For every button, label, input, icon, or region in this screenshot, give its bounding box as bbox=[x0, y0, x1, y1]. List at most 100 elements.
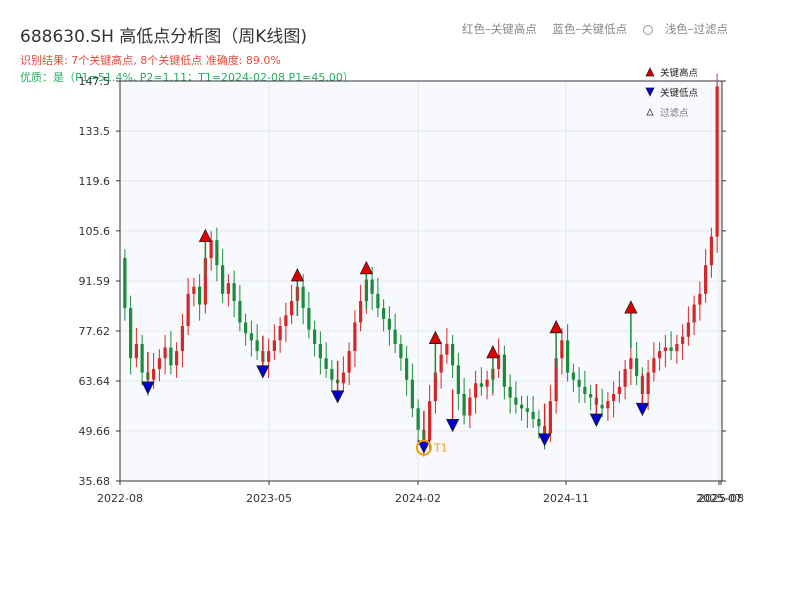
candle-body bbox=[479, 383, 483, 387]
candle bbox=[376, 277, 380, 318]
candle-body bbox=[140, 343, 144, 373]
candle-body bbox=[439, 354, 443, 373]
candle-body bbox=[134, 343, 138, 359]
candle bbox=[123, 249, 127, 321]
candle-body bbox=[520, 404, 524, 409]
candle-body bbox=[646, 372, 650, 395]
candle bbox=[675, 334, 679, 364]
candle-body bbox=[209, 240, 213, 259]
x-tick-label: 2025-08 bbox=[698, 492, 744, 505]
candle-body bbox=[577, 379, 581, 387]
y-tick-label: 91.59 bbox=[79, 275, 111, 288]
candle-body bbox=[571, 372, 575, 380]
candle-body bbox=[152, 368, 156, 380]
candle-body bbox=[560, 340, 564, 359]
candle bbox=[221, 249, 225, 303]
candle bbox=[238, 284, 242, 332]
candle bbox=[698, 281, 702, 321]
candle bbox=[318, 331, 322, 375]
candle bbox=[681, 324, 685, 361]
candle bbox=[623, 360, 627, 400]
candle bbox=[249, 320, 253, 357]
candle bbox=[169, 331, 173, 375]
candle-body bbox=[692, 304, 696, 323]
candle-body bbox=[232, 283, 236, 301]
candle-body bbox=[474, 383, 478, 398]
candle-body bbox=[244, 322, 248, 334]
candle-body bbox=[192, 286, 196, 294]
candle-body bbox=[169, 347, 173, 366]
candle bbox=[359, 284, 363, 332]
candle bbox=[428, 385, 432, 450]
top-legend: 红色–关键高点 蓝色–关键低点 浅色–过滤点 bbox=[462, 21, 752, 37]
candle-body bbox=[704, 265, 708, 294]
candle-body bbox=[129, 308, 133, 359]
key-high-marker bbox=[624, 300, 638, 314]
candle-body bbox=[301, 286, 305, 309]
candle-body bbox=[428, 401, 432, 441]
candle-body bbox=[123, 258, 127, 309]
candle bbox=[571, 363, 575, 393]
candle bbox=[244, 313, 248, 346]
candle-body bbox=[405, 358, 409, 380]
key-low-marker bbox=[537, 433, 552, 447]
key-high-marker bbox=[198, 228, 213, 243]
t1-circle bbox=[415, 439, 432, 456]
candle-body bbox=[635, 358, 639, 377]
candle bbox=[658, 342, 662, 371]
candle-body bbox=[531, 411, 535, 420]
candle-body bbox=[623, 368, 627, 387]
candle bbox=[347, 342, 351, 386]
candle-body bbox=[180, 326, 184, 352]
candle-body bbox=[387, 318, 391, 330]
candle-body bbox=[686, 322, 690, 337]
candle bbox=[324, 342, 328, 378]
candle-body bbox=[658, 351, 662, 359]
top-legend-high: 红色–关键高点 bbox=[462, 22, 537, 36]
candle bbox=[652, 342, 656, 382]
candle-body bbox=[537, 419, 541, 427]
candle-body bbox=[445, 343, 449, 355]
candle bbox=[399, 334, 403, 371]
candle-body bbox=[698, 293, 702, 305]
key-high-marker bbox=[486, 344, 500, 359]
top-legend-filtered: 浅色–过滤点 bbox=[664, 22, 729, 36]
t1-label: T1 bbox=[433, 442, 448, 455]
candle-body bbox=[709, 236, 713, 266]
candle-body bbox=[157, 358, 161, 369]
key-high-marker bbox=[290, 268, 305, 282]
candle bbox=[382, 299, 386, 332]
candle bbox=[175, 342, 179, 378]
candle-body bbox=[514, 397, 518, 405]
candle-body bbox=[175, 351, 179, 366]
candle bbox=[709, 227, 713, 278]
legend-label: 关键低点 bbox=[660, 87, 699, 99]
candle-body bbox=[663, 347, 667, 352]
candle bbox=[629, 345, 633, 386]
candle bbox=[393, 313, 397, 353]
legend-marker bbox=[645, 87, 655, 97]
candle bbox=[612, 381, 616, 418]
key-low-marker bbox=[330, 390, 345, 404]
candle bbox=[692, 295, 696, 335]
candle-body bbox=[399, 343, 403, 359]
candle-body bbox=[186, 293, 190, 327]
candle bbox=[583, 370, 587, 403]
legend-label: 过滤点 bbox=[660, 107, 689, 119]
candle bbox=[255, 324, 259, 361]
candle-body bbox=[313, 329, 317, 344]
candle bbox=[272, 324, 276, 361]
candle bbox=[617, 370, 621, 403]
candle-body bbox=[416, 408, 420, 430]
y-tick-label: 77.62 bbox=[79, 325, 111, 338]
candle bbox=[514, 381, 518, 414]
candle bbox=[525, 395, 529, 428]
candle-body bbox=[554, 358, 558, 402]
candle-body bbox=[669, 347, 673, 352]
candle-body bbox=[606, 401, 610, 409]
top-legend-filtered-wrap: 浅色–过滤点 bbox=[642, 22, 740, 36]
candle-body bbox=[485, 379, 489, 387]
candle-body bbox=[462, 394, 466, 416]
candle-body bbox=[226, 283, 230, 294]
candle bbox=[307, 292, 311, 339]
